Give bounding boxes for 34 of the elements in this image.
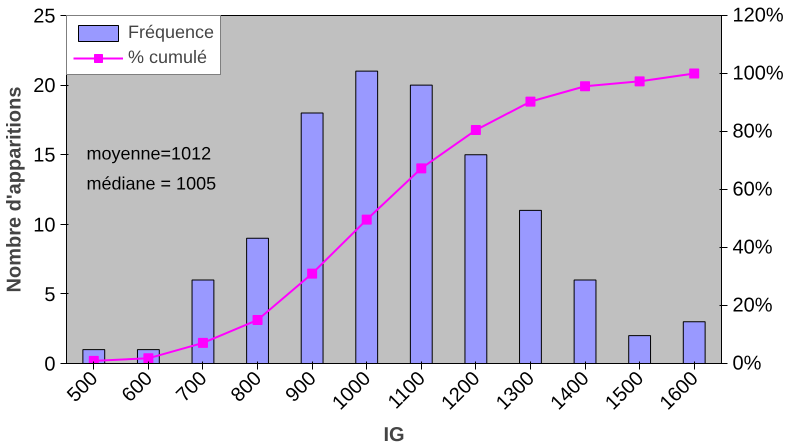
x-tick-label: 500 <box>63 367 102 407</box>
point <box>525 96 536 107</box>
x-tick-label: 900 <box>281 367 321 407</box>
point <box>252 315 263 325</box>
y2-tick-label: 100% <box>732 62 784 84</box>
y-tick-label: 20 <box>33 75 56 98</box>
annotation: médiane = 1005 <box>86 174 216 194</box>
annotation: moyenne=1012 <box>86 144 212 164</box>
y-tick-label: 15 <box>33 144 56 167</box>
point <box>580 81 590 92</box>
x-tick-label: 800 <box>226 367 266 407</box>
y-tick-label: 0 <box>44 354 56 376</box>
point <box>689 68 700 78</box>
point <box>416 163 426 174</box>
legend-label: Fréquence <box>128 22 214 43</box>
point <box>470 125 481 136</box>
point <box>362 214 372 225</box>
point <box>634 76 645 86</box>
y-axis-title: Nombre d'apparitions <box>3 86 26 292</box>
y2-tick-label: 20% <box>732 294 773 316</box>
point <box>198 338 208 348</box>
y2-tick-label: 80% <box>732 120 773 142</box>
y2-tick-label: 60% <box>732 178 773 200</box>
y-tick-label: 10 <box>33 214 56 236</box>
legend-label: % cumulé <box>128 47 208 68</box>
y-tick-label: 5 <box>44 284 56 306</box>
y2-tick-label: 120% <box>732 4 784 26</box>
x-tick-label: 600 <box>118 367 157 407</box>
y2-tick-label: 40% <box>732 236 773 258</box>
x-tick-label: 700 <box>172 367 212 407</box>
y2-tick-label: 0% <box>732 352 762 374</box>
x-axis-title: IG <box>383 424 405 446</box>
point <box>307 268 318 279</box>
y-tick-label: 25 <box>33 6 56 28</box>
